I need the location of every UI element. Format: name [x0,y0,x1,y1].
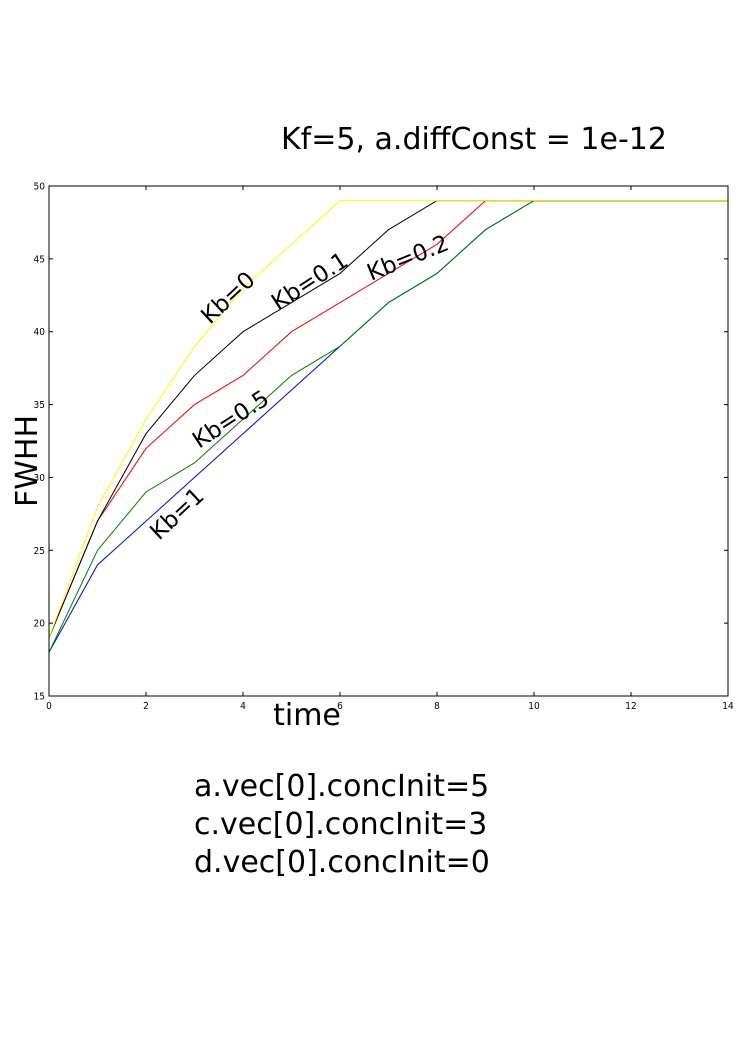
x-tick-label: 14 [722,701,734,712]
x-tick-label: 0 [46,701,52,712]
y-tick-label: 40 [34,327,46,338]
x-tick-label: 2 [143,701,149,712]
init-notes: a.vec[0].concInit=5 c.vec[0].concInit=3 … [194,768,490,882]
annotation-kb-0-5: Kb=0.5 [188,386,274,454]
note-c: c.vec[0].concInit=3 [194,807,488,842]
y-tick-label: 50 [34,182,46,193]
y-tick-label: 25 [34,546,45,557]
annotation-kb-0-1: Kb=0.1 [267,248,353,316]
x-tick-label: 8 [434,701,440,712]
x-tick-label: 4 [240,701,246,712]
y-tick-label: 45 [34,254,45,265]
y-tick-label: 35 [34,400,45,411]
x-tick-label: 10 [528,701,540,712]
note-d: d.vec[0].concInit=0 [194,845,490,880]
y-axis-label: FWHH [10,415,45,507]
note-a: a.vec[0].concInit=5 [194,769,490,804]
chart-title: Kf=5, a.diffConst = 1e-12 [281,122,667,157]
series-line-kb-0 [48,200,728,638]
x-tick-label: 6 [337,701,343,712]
series-layer [48,200,728,653]
y-tick-label: 20 [34,619,46,630]
annotation-kb-0: Kb=0 [196,267,260,329]
y-tick-label: 30 [34,473,46,484]
x-axis-label: time [273,698,341,733]
annotation-kb-0-2: Kb=0.2 [364,230,453,286]
x-tick-label: 12 [625,701,636,712]
y-tick-label: 15 [34,692,45,703]
ticks-layer: 0 2 4 6 8 10 12 14 15 20 25 30 35 40 45 50 [34,182,734,713]
plot-frame [48,185,729,697]
